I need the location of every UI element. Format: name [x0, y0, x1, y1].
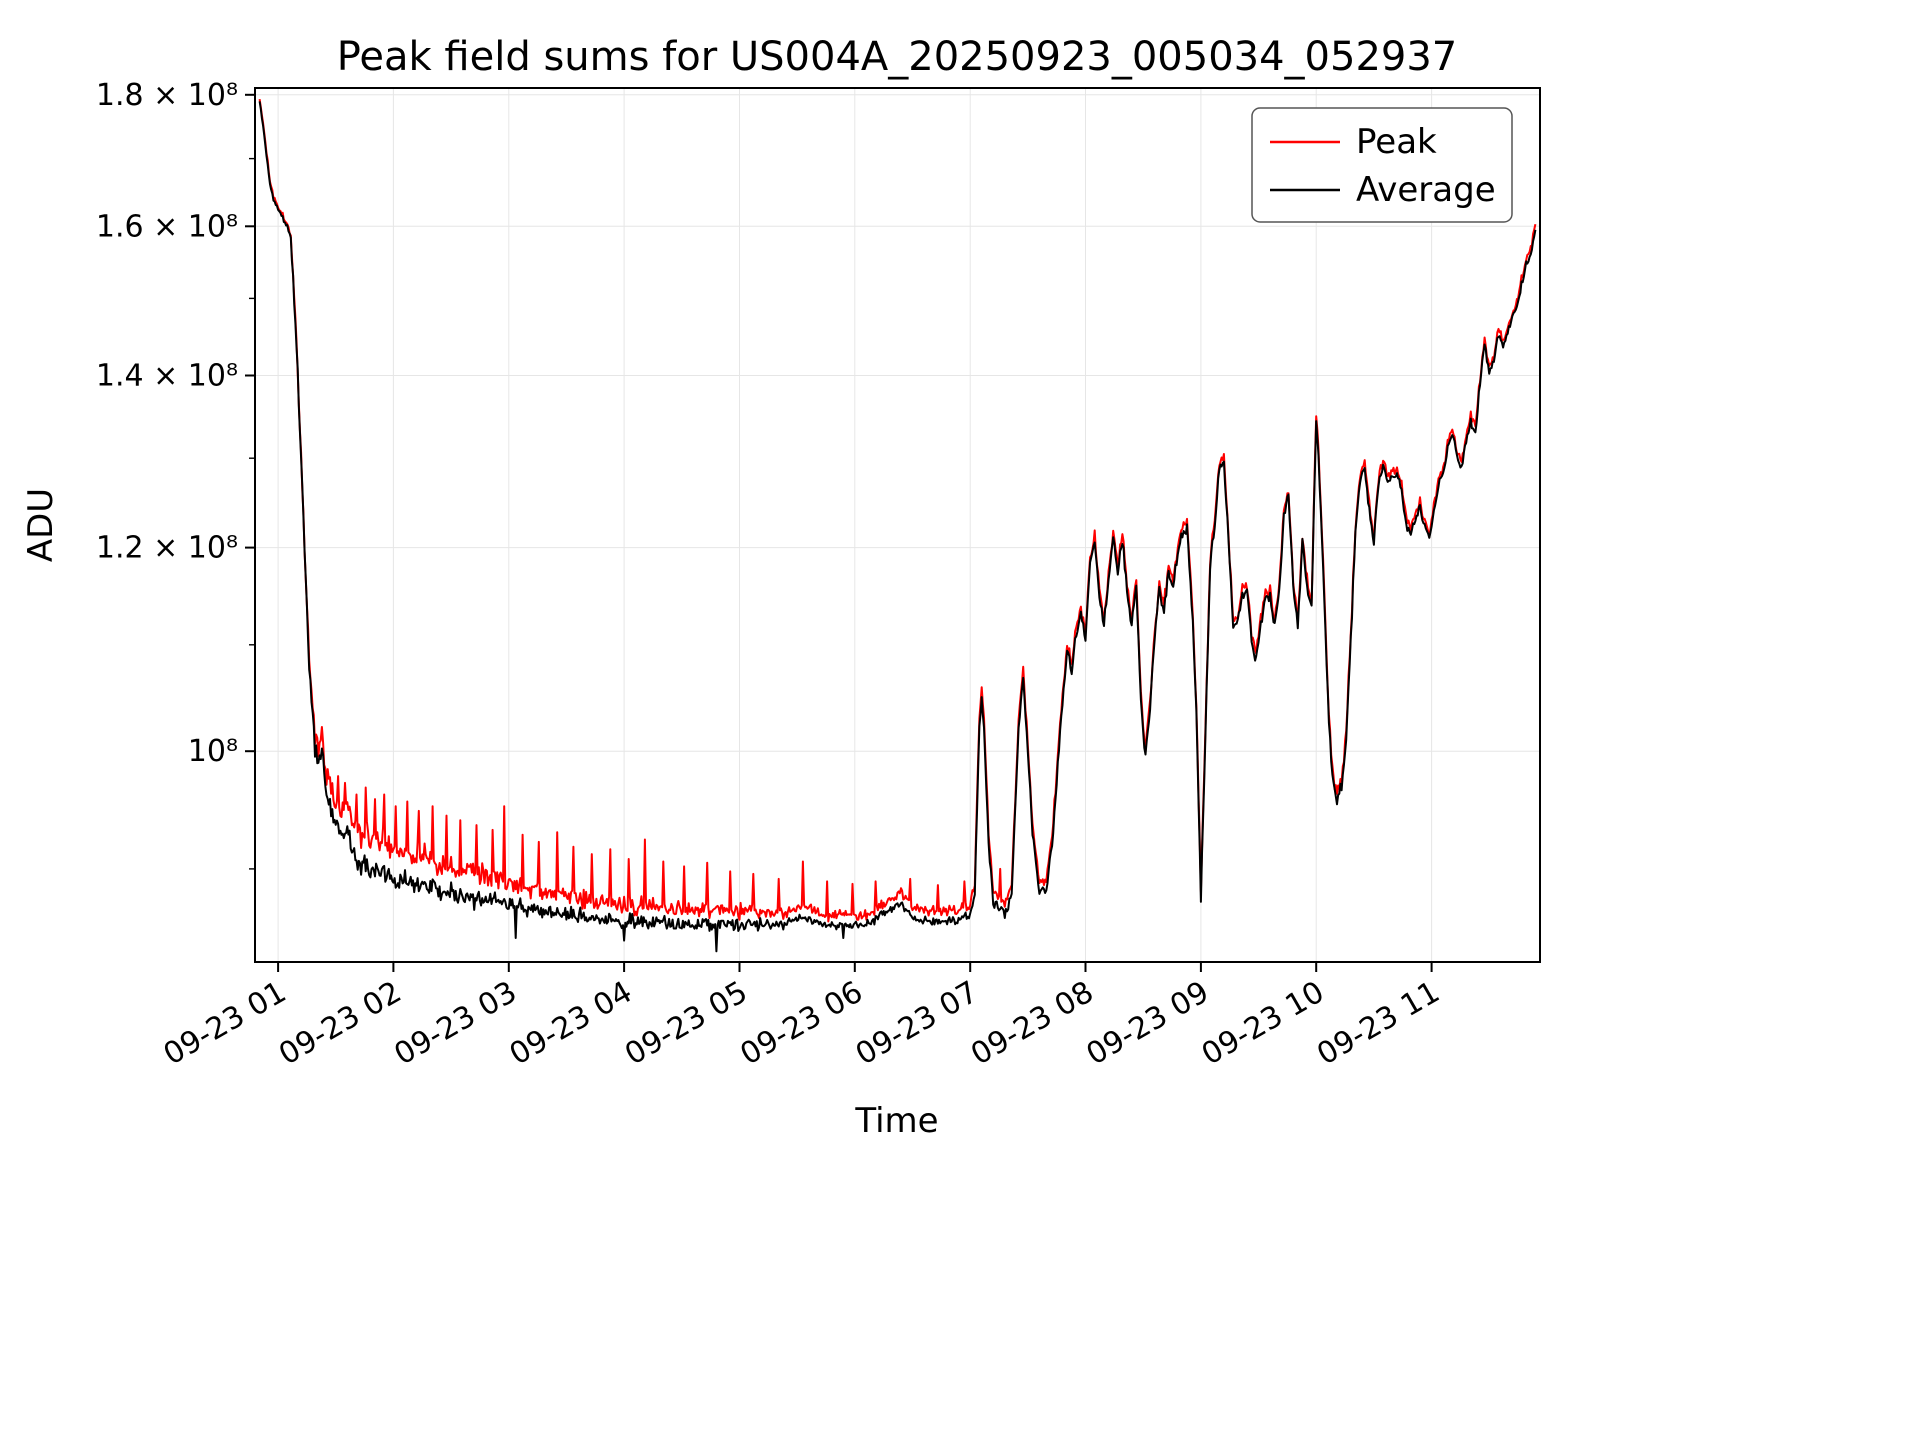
legend-label-peak: Peak — [1356, 122, 1437, 162]
x-axis-label: Time — [854, 1101, 938, 1141]
x-tick-label: 09-23 05 — [619, 975, 753, 1073]
x-tick-label: 09-23 06 — [734, 975, 868, 1073]
legend-label-average: Average — [1356, 170, 1496, 210]
series-average-line — [258, 101, 1537, 953]
y-tick-label: 1.2 × 10⁸ — [96, 531, 238, 566]
series-layer — [258, 98, 1537, 953]
x-tick-label: 09-23 09 — [1081, 975, 1215, 1073]
x-tick-label: 09-23 08 — [965, 975, 1099, 1073]
plot-border — [254, 87, 1541, 963]
spines-layer — [254, 87, 1541, 963]
x-tick-label: 09-23 02 — [273, 975, 407, 1073]
legend-box — [1251, 107, 1513, 223]
grid-layer — [255, 88, 1540, 962]
legend: Peak Average — [1251, 107, 1513, 223]
x-tick-label: 09-23 04 — [504, 975, 638, 1073]
x-tick-label: 09-23 01 — [158, 975, 292, 1073]
x-tick-label: 09-23 07 — [850, 975, 984, 1073]
y-tick-label: 1.8 × 10⁸ — [96, 78, 238, 113]
ticks-layer: 1.8 × 10⁸ 1.6 × 10⁸ 1.4 × 10⁸ 1.2 × 10⁸ 10⁸ 0… — [96, 78, 1446, 1073]
x-tick-label: 09-23 03 — [388, 975, 522, 1073]
y-tick-label: 1.6 × 10⁸ — [96, 209, 238, 244]
chart-title: Peak field sums for US004A_20250923_0050… — [337, 34, 1458, 80]
x-tick-label: 09-23 10 — [1196, 975, 1330, 1073]
x-tick-label: 09-23 11 — [1311, 975, 1445, 1073]
y-axis-label: ADU — [21, 488, 61, 562]
y-tick-label: 10⁸ — [188, 734, 238, 769]
y-tick-label: 1.4 × 10⁸ — [96, 359, 238, 394]
